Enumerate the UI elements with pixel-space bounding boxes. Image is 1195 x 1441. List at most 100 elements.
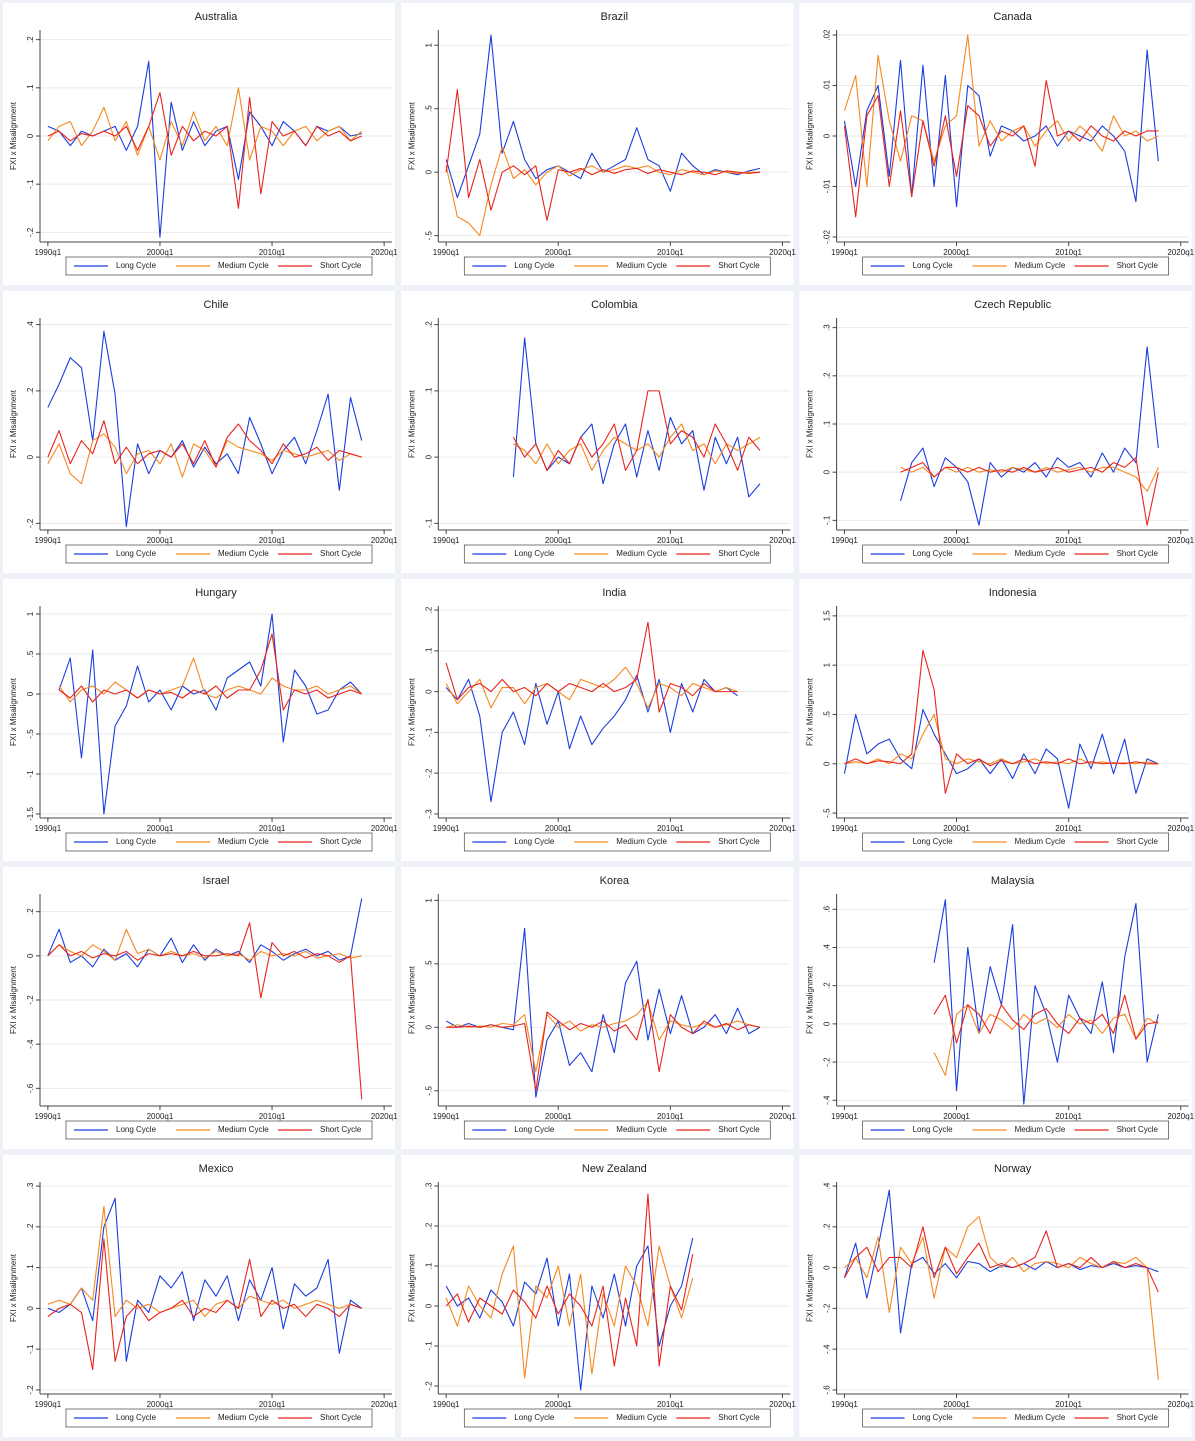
data-line [843,1189,1159,1334]
legend-box [65,544,373,564]
x-tick-label: 2020q1 [769,824,796,833]
x-tick-label: 2000q1 [147,1400,174,1409]
y-axis-label: FXI x Misalignment [9,677,18,746]
y-tick-label: 1 [26,611,35,616]
y-tick-label: .5 [823,711,832,718]
y-tick-label: .6 [823,905,832,912]
y-tick-label: .2 [26,1223,35,1230]
x-tick-label: 1990q1 [831,824,858,833]
y-axis-label: FXI x Misalignment [407,389,416,458]
x-tick-label: 2010q1 [1055,824,1082,833]
legend-label: Long Cycle [116,1413,157,1422]
data-line [445,1193,694,1367]
y-tick-label: -.6 [26,1083,35,1093]
x-tick-label: 2010q1 [1055,248,1082,257]
panel [799,1155,1192,1437]
x-tick-label: 2010q1 [259,248,286,257]
data-line [512,390,761,471]
legend-label: Short Cycle [1117,1125,1159,1134]
y-tick-label: .1 [26,1264,35,1271]
x-tick-label: 1990q1 [831,536,858,545]
y-tick-label: -.1 [424,727,433,737]
legend-label: Medium Cycle [1015,837,1066,846]
y-tick-label: -.1 [26,1344,35,1354]
y-tick-label: -.2 [424,1381,433,1391]
y-tick-label: .5 [26,650,35,657]
legend-box [463,544,771,564]
y-tick-label: .2 [26,387,35,394]
data-line [47,922,363,1100]
x-tick-label: 2000q1 [545,536,572,545]
legend-box [65,256,373,276]
y-tick-label: .1 [424,387,433,394]
y-tick-label: .5 [424,960,433,967]
legend-box [65,832,373,852]
y-tick-label: .1 [424,647,433,654]
y-tick-label: 0 [823,469,832,474]
legend-label: Short Cycle [320,1413,362,1422]
legend-label: Medium Cycle [616,1125,667,1134]
x-tick-label: 2000q1 [545,1400,572,1409]
y-tick-label: .3 [424,1182,433,1189]
y-tick-label: 0 [424,169,433,174]
x-tick-label: 1990q1 [831,248,858,257]
y-axis-label: FXI x Misalignment [806,1253,815,1322]
x-tick-label: 2020q1 [371,1112,398,1121]
y-tick-label: .01 [823,79,832,91]
x-tick-label: 1990q1 [433,1112,460,1121]
legend-label: Medium Cycle [616,1413,667,1422]
y-tick-label: 1 [823,662,832,667]
data-line [844,713,1159,765]
y-tick-label: -.1 [424,518,433,528]
chart-title: Mexico [199,1163,234,1175]
x-tick-label: 2010q1 [259,536,286,545]
y-tick-label: -.4 [823,1095,832,1105]
data-line [446,1001,761,1073]
legend-label: Long Cycle [514,837,555,846]
legend-label: Short Cycle [718,837,760,846]
y-tick-label: .02 [823,29,832,41]
x-tick-label: 2000q1 [943,1400,970,1409]
y-axis-label: FXI x Misalignment [9,389,18,458]
x-tick-label: 1990q1 [831,1400,858,1409]
y-axis-label: FXI x Misalignment [407,101,416,170]
y-axis-label: FXI x Misalignment [9,1253,18,1322]
legend-label: Long Cycle [116,837,157,846]
x-tick-label: 2010q1 [657,1112,684,1121]
x-tick-label: 2000q1 [545,248,572,257]
x-tick-label: 2010q1 [259,1400,286,1409]
panel [3,579,395,861]
data-line [445,674,738,803]
y-tick-label: -.01 [823,179,832,193]
x-tick-label: 2000q1 [147,1112,174,1121]
y-tick-label: .5 [424,105,433,112]
chart-title: Hungary [195,587,237,599]
data-line [58,613,363,815]
legend-label: Short Cycle [1117,837,1159,846]
y-axis-label: FXI x Misalignment [407,677,416,746]
legend-label: Medium Cycle [616,261,667,270]
data-line [843,49,1159,208]
y-axis-label: FXI x Misalignment [806,389,815,458]
x-tick-label: 2010q1 [259,1112,286,1121]
y-tick-label: .3 [823,324,832,331]
y-tick-label: 1 [424,42,433,47]
x-tick-label: 2000q1 [943,824,970,833]
x-tick-label: 2000q1 [943,1112,970,1121]
data-line [900,457,1159,526]
y-axis-label: FXI x Misalignment [806,677,815,746]
legend-box [463,256,771,276]
legend-box [862,256,1169,276]
legend-label: Short Cycle [718,261,760,270]
x-tick-label: 1990q1 [433,248,460,257]
legend-label: Short Cycle [1117,1413,1159,1422]
data-line [445,666,738,709]
panel [401,291,794,573]
panel [3,291,395,573]
panel [401,1155,794,1437]
data-line [843,79,1159,218]
legend-label: Long Cycle [514,1413,555,1422]
panel [3,3,395,285]
y-axis-label: FXI x Misalignment [806,101,815,170]
